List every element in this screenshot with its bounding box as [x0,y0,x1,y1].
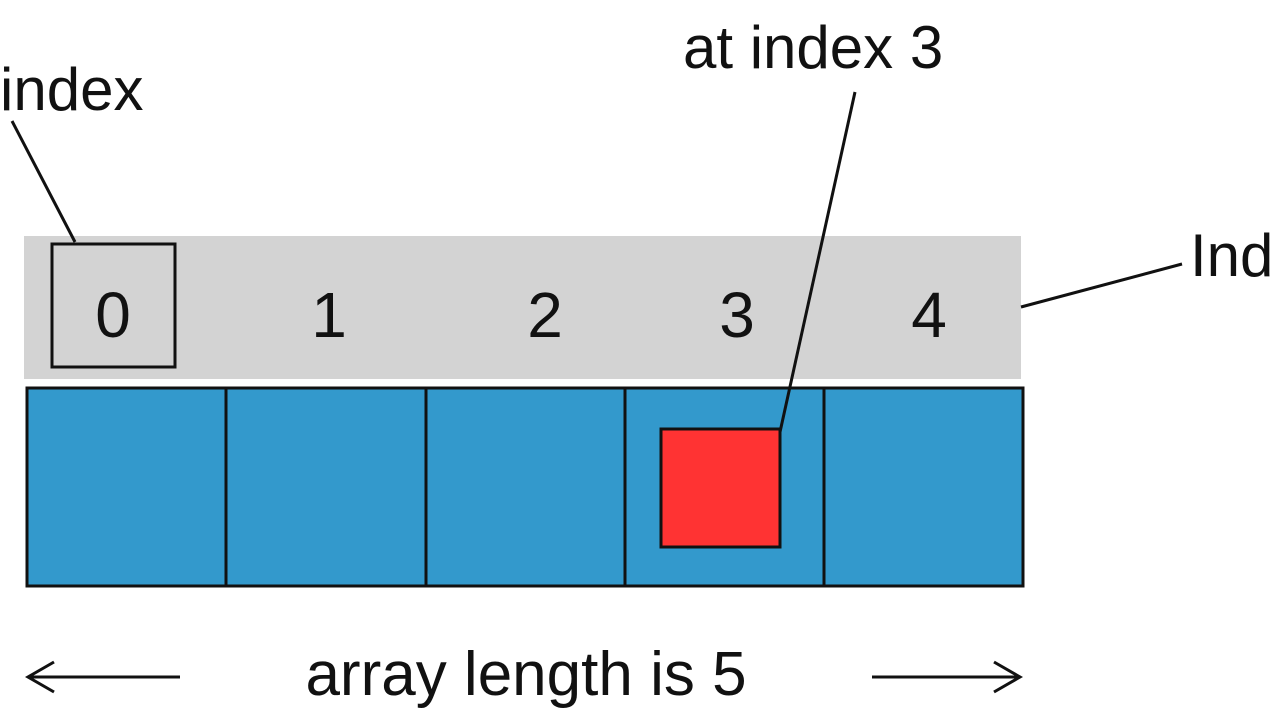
element-pointer-line [778,91,857,433]
element-label: at index 3 [683,14,943,81]
length-caption: array length is 5 [305,640,746,709]
first-index-label: index [0,56,143,123]
first-index-box [50,242,177,369]
array-cell-1 [224,386,428,588]
length-left-arrow [24,660,180,694]
index-label-4: 4 [911,279,947,351]
index-labels: 0 1 2 3 4 [95,279,947,351]
indices-pointer-line [1020,262,1183,309]
index-label-2: 2 [527,279,563,351]
array-cells [25,386,1025,588]
array-cell-0 [25,386,228,588]
element-square [659,427,782,549]
index-label-1: 1 [311,279,347,351]
index-band [24,236,1021,379]
index-label-3: 3 [719,279,755,351]
array-cell-2 [424,386,627,588]
array-cell-4 [822,386,1025,588]
indices-label: Ind [1190,222,1273,289]
index-label-0: 0 [95,279,131,351]
first-index-pointer-line [10,120,77,243]
length-right-arrow [872,660,1024,694]
